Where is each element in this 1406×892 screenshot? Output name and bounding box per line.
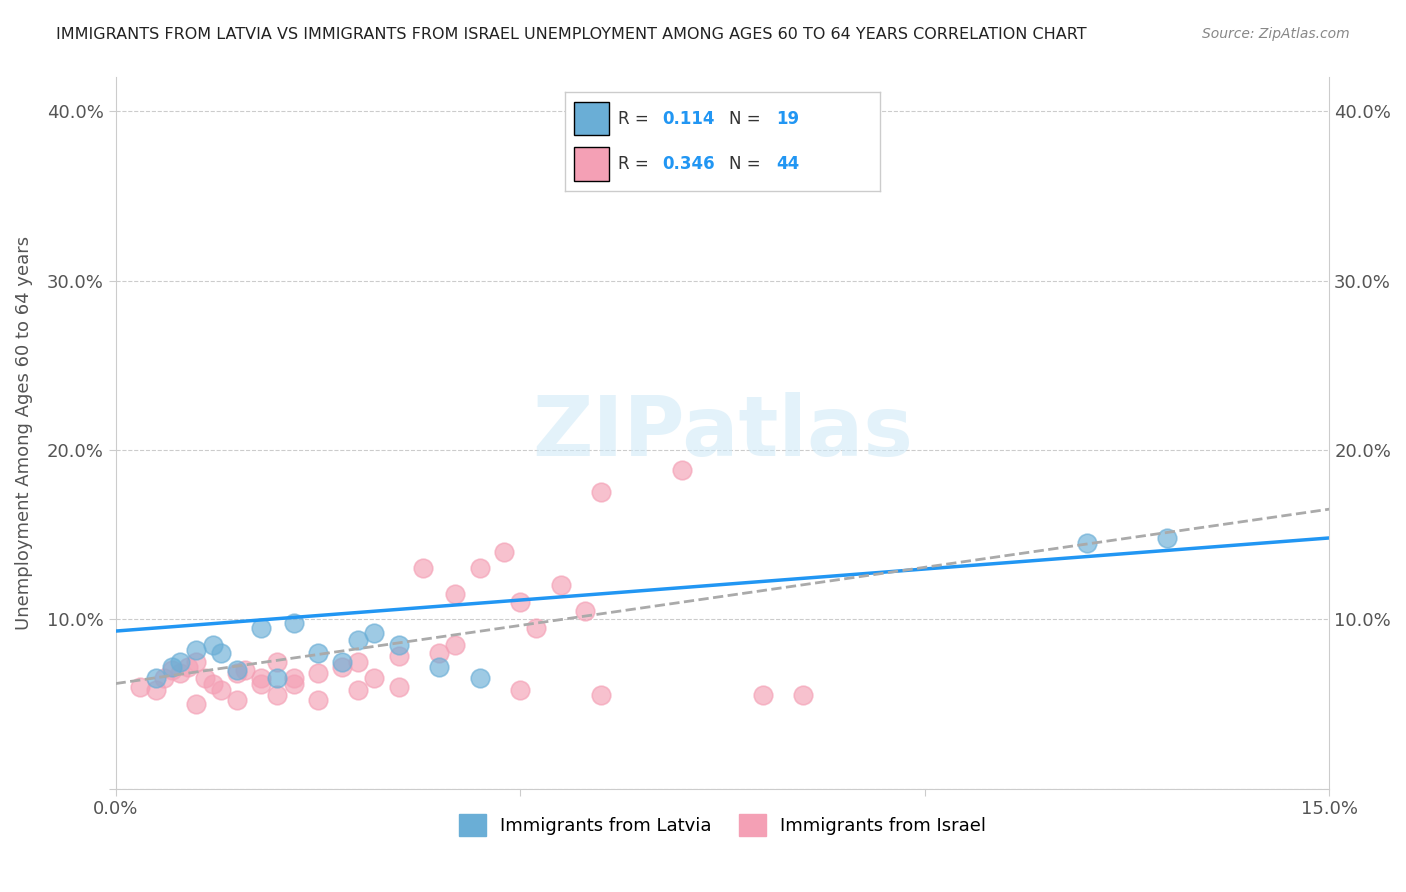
Point	[160, 659, 183, 673]
Point	[307, 666, 329, 681]
Point	[589, 689, 612, 703]
Point	[250, 621, 273, 635]
Point	[209, 646, 232, 660]
Point	[233, 663, 256, 677]
Point	[388, 638, 411, 652]
Point	[388, 649, 411, 664]
Point	[412, 561, 434, 575]
Point	[330, 655, 353, 669]
Point	[524, 621, 547, 635]
Point	[427, 659, 450, 673]
Legend: Immigrants from Latvia, Immigrants from Israel: Immigrants from Latvia, Immigrants from …	[451, 807, 994, 844]
Point	[574, 604, 596, 618]
Point	[1076, 536, 1098, 550]
Point	[169, 666, 191, 681]
Point	[444, 587, 467, 601]
Point	[283, 672, 305, 686]
Point	[792, 689, 814, 703]
Point	[186, 697, 208, 711]
Point	[427, 646, 450, 660]
Point	[250, 676, 273, 690]
Point	[160, 663, 183, 677]
Point	[347, 655, 370, 669]
Point	[307, 693, 329, 707]
Point	[186, 655, 208, 669]
Point	[752, 689, 775, 703]
Point	[509, 683, 531, 698]
Point	[330, 659, 353, 673]
Point	[509, 595, 531, 609]
Point	[201, 676, 224, 690]
Text: IMMIGRANTS FROM LATVIA VS IMMIGRANTS FROM ISRAEL UNEMPLOYMENT AMONG AGES 60 TO 6: IMMIGRANTS FROM LATVIA VS IMMIGRANTS FRO…	[56, 27, 1087, 42]
Point	[363, 672, 385, 686]
Point	[186, 642, 208, 657]
Point	[194, 672, 217, 686]
Point	[283, 615, 305, 630]
Point	[177, 659, 200, 673]
Point	[468, 672, 491, 686]
Point	[266, 689, 288, 703]
Point	[169, 655, 191, 669]
Point	[589, 485, 612, 500]
Point	[266, 672, 288, 686]
Point	[226, 663, 249, 677]
Point	[492, 544, 515, 558]
Point	[550, 578, 572, 592]
Point	[201, 638, 224, 652]
Point	[468, 561, 491, 575]
Point	[283, 676, 305, 690]
Point	[153, 672, 176, 686]
Point	[145, 683, 167, 698]
Point	[307, 646, 329, 660]
Y-axis label: Unemployment Among Ages 60 to 64 years: Unemployment Among Ages 60 to 64 years	[15, 235, 32, 630]
Point	[266, 655, 288, 669]
Point	[209, 683, 232, 698]
Point	[145, 672, 167, 686]
Point	[250, 672, 273, 686]
Point	[226, 693, 249, 707]
Point	[128, 680, 150, 694]
Text: ZIPatlas: ZIPatlas	[531, 392, 912, 474]
Point	[347, 683, 370, 698]
Point	[1156, 531, 1178, 545]
Point	[226, 666, 249, 681]
Point	[347, 632, 370, 647]
Point	[671, 463, 693, 477]
Point	[363, 625, 385, 640]
Point	[444, 638, 467, 652]
Text: Source: ZipAtlas.com: Source: ZipAtlas.com	[1202, 27, 1350, 41]
Point	[388, 680, 411, 694]
